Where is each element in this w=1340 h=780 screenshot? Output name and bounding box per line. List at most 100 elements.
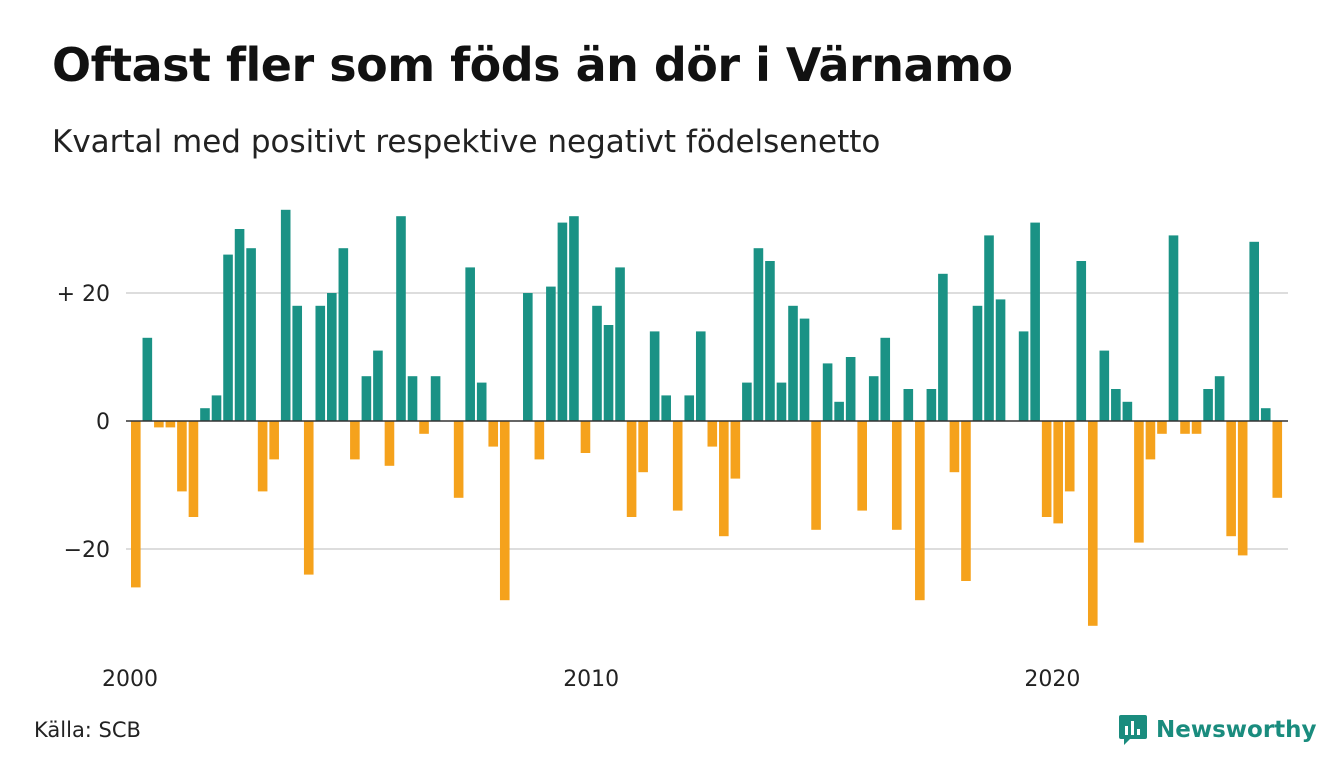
bar-negative bbox=[534, 421, 545, 460]
bar-negative bbox=[499, 421, 510, 601]
bar-negative bbox=[131, 421, 141, 588]
bar-negative bbox=[257, 421, 268, 492]
bar-negative bbox=[730, 421, 741, 479]
bar-negative bbox=[1237, 421, 1248, 556]
y-tick-label: 0 bbox=[96, 410, 110, 435]
bar-positive bbox=[523, 293, 533, 421]
bar-positive bbox=[569, 216, 579, 421]
bar-positive bbox=[315, 305, 326, 421]
bar-negative bbox=[1157, 421, 1167, 434]
bar-positive bbox=[661, 395, 671, 421]
bar-negative bbox=[949, 421, 960, 473]
bar-negative bbox=[165, 421, 176, 428]
bar-positive bbox=[1168, 235, 1179, 421]
bar-positive bbox=[788, 305, 798, 421]
chart-title: Oftast fler som föds än dör i Värnamo bbox=[52, 38, 1013, 92]
bar-positive bbox=[592, 305, 602, 421]
bar-positive bbox=[546, 286, 556, 421]
x-tick-label: 2020 bbox=[1024, 667, 1080, 692]
bar-positive bbox=[868, 376, 879, 421]
bar-negative bbox=[719, 421, 729, 537]
bar-positive bbox=[361, 376, 372, 421]
bar-negative bbox=[1041, 421, 1052, 517]
bar-positive bbox=[1018, 331, 1029, 421]
bar-negative bbox=[303, 421, 314, 575]
bar-positive bbox=[211, 395, 222, 421]
bar-negative bbox=[1134, 421, 1144, 543]
bar-negative bbox=[1145, 421, 1156, 460]
bar-negative bbox=[1272, 421, 1283, 498]
bar-positive bbox=[603, 325, 614, 421]
bar-negative bbox=[1064, 421, 1075, 492]
bar-negative bbox=[488, 421, 499, 447]
y-tick-label: −20 bbox=[64, 538, 110, 563]
bar-positive bbox=[430, 376, 441, 421]
bar-positive bbox=[1030, 222, 1040, 421]
bar-negative bbox=[419, 421, 429, 434]
bar-negative bbox=[1180, 421, 1190, 434]
bar-negative bbox=[580, 421, 591, 453]
bar-negative bbox=[1087, 421, 1098, 626]
bar-positive bbox=[1122, 401, 1133, 421]
bar-positive bbox=[292, 305, 303, 421]
bar-positive bbox=[200, 408, 210, 421]
source-label: Källa: SCB bbox=[34, 718, 141, 742]
bar-positive bbox=[1249, 241, 1260, 421]
bar-negative bbox=[811, 421, 821, 530]
brand-name: Newsworthy bbox=[1156, 717, 1317, 743]
bar-positive bbox=[984, 235, 994, 421]
bar-negative bbox=[350, 421, 360, 460]
bar-negative bbox=[915, 421, 925, 601]
bar-positive bbox=[684, 395, 695, 421]
bar-positive bbox=[246, 248, 256, 421]
bar-positive bbox=[234, 229, 245, 421]
x-tick-label: 2000 bbox=[102, 667, 158, 692]
bar-positive bbox=[396, 216, 406, 421]
bar-positive bbox=[822, 363, 833, 421]
brand-logo: Newsworthy bbox=[1118, 712, 1317, 748]
bar-negative bbox=[626, 421, 637, 517]
bar-negative bbox=[177, 421, 187, 492]
bar-positive bbox=[557, 222, 568, 421]
bar-positive bbox=[476, 382, 487, 421]
bar-positive bbox=[615, 267, 625, 421]
bar-positive bbox=[373, 350, 383, 421]
bar-negative bbox=[453, 421, 464, 498]
bar-positive bbox=[880, 337, 891, 421]
bar-negative bbox=[891, 421, 902, 530]
bar-positive bbox=[649, 331, 660, 421]
bar-negative bbox=[961, 421, 971, 581]
bar-positive bbox=[776, 382, 787, 421]
bar-positive bbox=[995, 299, 1006, 421]
bar-negative bbox=[1191, 421, 1202, 434]
bar-positive bbox=[407, 376, 418, 421]
bar-positive bbox=[972, 305, 983, 421]
bar-positive bbox=[926, 389, 937, 421]
bar-positive bbox=[338, 248, 349, 421]
bar-negative bbox=[672, 421, 683, 511]
bar-positive bbox=[799, 318, 810, 421]
bar-positive bbox=[142, 337, 153, 421]
bar-positive bbox=[465, 267, 475, 421]
newsworthy-logo-icon bbox=[1119, 715, 1147, 745]
bar-negative bbox=[269, 421, 279, 460]
bar-positive bbox=[742, 382, 752, 421]
bar-positive bbox=[280, 209, 291, 421]
bar-positive bbox=[1099, 350, 1110, 421]
bar-positive bbox=[903, 389, 914, 421]
bar-negative bbox=[154, 421, 164, 428]
bar-positive bbox=[834, 401, 844, 421]
bar-negative bbox=[707, 421, 718, 447]
bar-negative bbox=[1226, 421, 1236, 537]
bar-positive bbox=[695, 331, 706, 421]
bar-positive bbox=[1260, 408, 1271, 421]
bar-negative bbox=[188, 421, 199, 517]
bar-positive bbox=[753, 248, 764, 421]
bar-positive bbox=[765, 261, 775, 421]
bar-negative bbox=[384, 421, 395, 466]
chart-subtitle: Kvartal med positivt respektive negativt… bbox=[52, 124, 881, 160]
bar-positive bbox=[327, 293, 337, 421]
bar-negative bbox=[857, 421, 867, 511]
bar-negative bbox=[638, 421, 648, 473]
